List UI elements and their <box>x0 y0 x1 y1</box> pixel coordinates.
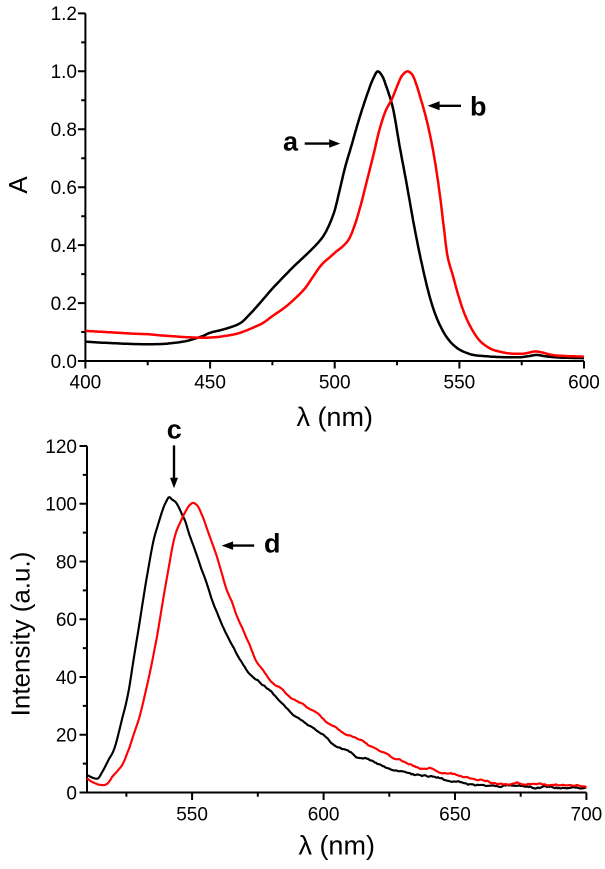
svg-text:0: 0 <box>66 783 77 804</box>
svg-text:40: 40 <box>56 668 77 689</box>
svg-text:A: A <box>3 176 33 194</box>
svg-text:550: 550 <box>176 805 208 826</box>
svg-text:0.6: 0.6 <box>51 178 77 199</box>
svg-text:100: 100 <box>45 495 77 516</box>
svg-text:0.4: 0.4 <box>51 236 78 257</box>
svg-text:λ (nm): λ (nm) <box>296 402 373 432</box>
svg-text:700: 700 <box>571 805 603 826</box>
svg-text:650: 650 <box>439 805 471 826</box>
svg-text:0.8: 0.8 <box>51 120 77 141</box>
svg-text:60: 60 <box>56 610 77 631</box>
svg-text:b: b <box>470 92 487 122</box>
svg-text:600: 600 <box>308 805 340 826</box>
svg-text:Intensity (a.u.): Intensity (a.u.) <box>6 552 36 717</box>
svg-text:0.0: 0.0 <box>51 352 77 373</box>
svg-text:a: a <box>283 127 299 157</box>
svg-text:20: 20 <box>56 726 77 747</box>
svg-text:c: c <box>167 414 182 444</box>
svg-text:λ (nm): λ (nm) <box>298 831 375 861</box>
svg-text:1.0: 1.0 <box>51 62 77 83</box>
svg-text:550: 550 <box>444 372 476 393</box>
svg-text:400: 400 <box>70 372 102 393</box>
svg-text:80: 80 <box>56 552 77 573</box>
svg-text:500: 500 <box>319 372 351 393</box>
svg-text:d: d <box>264 528 281 558</box>
svg-text:450: 450 <box>194 372 226 393</box>
svg-text:1.2: 1.2 <box>51 4 77 25</box>
svg-text:600: 600 <box>568 372 600 393</box>
svg-text:120: 120 <box>45 437 77 458</box>
svg-text:0.2: 0.2 <box>51 294 77 315</box>
